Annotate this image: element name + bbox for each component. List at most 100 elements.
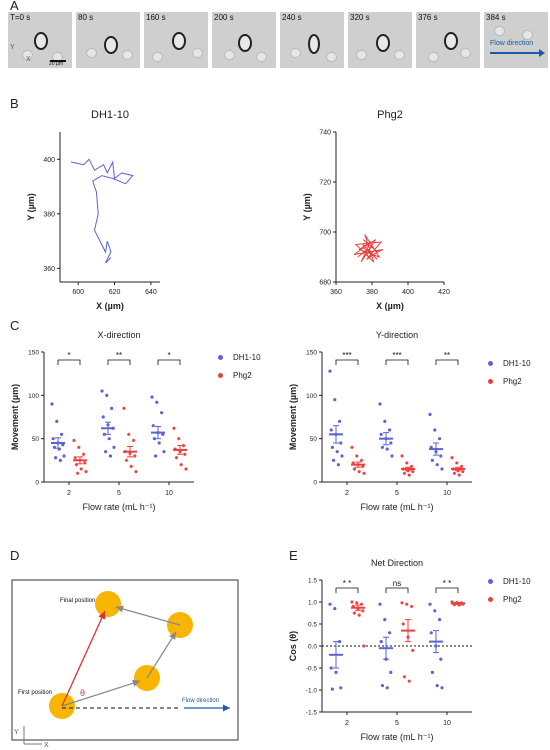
data-point-phg <box>359 458 364 463</box>
significance-label: * <box>67 351 70 360</box>
data-point-phg <box>179 462 183 467</box>
data-point-dh <box>438 618 442 622</box>
data-point-dh <box>330 445 334 449</box>
data-point-phg <box>83 461 87 465</box>
background-cell <box>192 48 203 58</box>
significance-label: ** <box>116 351 122 360</box>
x-tick-label: 600 <box>72 289 84 296</box>
data-point-dh <box>162 450 166 454</box>
y-tick-label: 680 <box>319 280 331 287</box>
data-point-dh <box>334 670 338 675</box>
data-point-phg <box>411 469 415 474</box>
frame-5: 320 s <box>348 12 412 68</box>
axis-y-label: Y <box>14 729 19 736</box>
significance-bracket <box>435 359 459 365</box>
y-tick-label: 50 <box>310 436 318 443</box>
x-tick-label: 360 <box>330 289 342 296</box>
data-point-dh <box>58 458 63 462</box>
x-tick-label: 2 <box>67 490 71 497</box>
data-point-dh <box>155 400 159 404</box>
data-point-dh <box>389 670 393 675</box>
significance-bracket <box>385 359 409 365</box>
tracked-cell <box>444 32 458 50</box>
x-tick-label: 420 <box>438 289 450 296</box>
data-point-phg <box>450 600 454 604</box>
legend-label-phg: Phg2 <box>503 594 522 604</box>
x-axis-label: Flow rate (mL h⁻¹) <box>361 732 434 742</box>
data-point-dh <box>160 411 164 415</box>
frame-time-label: 200 s <box>214 13 234 22</box>
data-point-phg <box>461 469 465 474</box>
tracked-cell <box>238 34 252 52</box>
legend-dot-dh <box>488 578 493 584</box>
data-point-phg <box>75 471 80 476</box>
data-point-dh <box>329 428 333 432</box>
net-displacement-arrow <box>61 610 106 707</box>
data-point-phg <box>129 464 133 469</box>
legend-dot-phg <box>488 378 493 384</box>
background-cell <box>290 48 301 58</box>
data-point-dh <box>50 402 54 406</box>
data-point-dh <box>429 631 433 635</box>
data-point-phg <box>359 602 364 606</box>
background-cell <box>152 52 163 62</box>
y-tick-label: 50 <box>32 436 40 443</box>
data-point-phg <box>350 600 354 604</box>
legend-label-dh: DH1-10 <box>503 576 531 586</box>
data-point-phg <box>411 648 415 653</box>
axis-x-label: X <box>26 56 31 63</box>
tracked-cell <box>376 34 390 52</box>
data-point-phg <box>357 469 361 474</box>
data-point-dh <box>157 441 161 445</box>
background-cell <box>522 30 533 40</box>
y-axis-label: Movement (µm) <box>10 384 20 450</box>
data-point-dh <box>54 456 58 460</box>
data-point-phg <box>351 604 355 609</box>
background-cell <box>356 50 367 60</box>
significance-bracket <box>157 359 181 365</box>
data-point-phg <box>361 464 365 469</box>
data-point-dh <box>150 395 154 399</box>
significance-label: *** <box>392 351 401 360</box>
background-cell <box>86 48 97 58</box>
data-point-dh <box>379 640 383 644</box>
data-point-phg <box>84 469 88 474</box>
data-point-dh <box>100 389 104 393</box>
y-tick-label: 1.5 <box>308 578 317 585</box>
data-point-dh <box>60 432 64 436</box>
background-cell <box>394 50 405 60</box>
frame-time-label: 376 s <box>418 13 438 22</box>
legend-label-phg: Phg2 <box>233 370 252 380</box>
y-tick-label: -0.5 <box>306 666 318 673</box>
axis-y-label: Y <box>10 44 15 51</box>
legend-label-phg: Phg2 <box>503 376 522 386</box>
data-point-phg <box>350 445 354 450</box>
data-point-phg <box>409 604 414 609</box>
significance-bracket <box>335 587 359 593</box>
flow-direction-label: Flow direction <box>182 698 219 704</box>
tracked-cell <box>34 32 48 50</box>
data-point-dh <box>338 640 342 644</box>
data-point-phg <box>355 454 359 458</box>
legend-label-dh: DH1-10 <box>503 358 531 368</box>
data-point-dh <box>339 686 343 690</box>
background-cell <box>428 52 439 62</box>
significance-bracket <box>385 587 409 593</box>
legend-net-direction: DH1-10 Phg2 <box>488 572 531 608</box>
y-tick-label: 700 <box>319 230 331 237</box>
data-point-phg <box>361 609 365 613</box>
data-point-phg <box>407 679 411 683</box>
background-cell <box>122 50 133 60</box>
y-tick-label: 360 <box>43 266 55 273</box>
data-point-dh <box>62 454 66 458</box>
data-point-dh <box>435 463 439 467</box>
significance-label: ** <box>444 351 450 360</box>
first-position-label: First position <box>18 690 52 696</box>
data-point-dh <box>428 412 432 416</box>
data-point-phg <box>362 644 366 648</box>
y-tick-label: 150 <box>306 350 317 357</box>
panel-letter-d: D <box>10 548 20 563</box>
